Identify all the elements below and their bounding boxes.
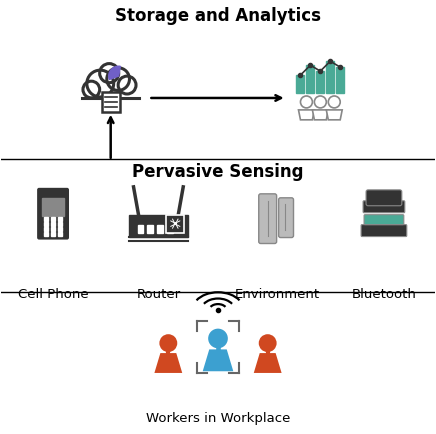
Wedge shape bbox=[109, 66, 120, 79]
Text: Bluetooth: Bluetooth bbox=[351, 289, 416, 302]
Bar bbox=[307, 65, 314, 93]
FancyBboxPatch shape bbox=[38, 189, 68, 239]
Bar bbox=[317, 71, 324, 93]
Bar bbox=[166, 215, 184, 233]
Polygon shape bbox=[154, 353, 182, 373]
Bar bbox=[137, 225, 143, 233]
Text: Cell Phone: Cell Phone bbox=[18, 289, 89, 302]
Text: Environment: Environment bbox=[235, 289, 320, 302]
Circle shape bbox=[107, 68, 129, 90]
Circle shape bbox=[83, 81, 100, 98]
Circle shape bbox=[300, 96, 313, 108]
Text: Router: Router bbox=[136, 289, 181, 302]
Circle shape bbox=[314, 96, 326, 108]
Bar bbox=[296, 75, 304, 93]
Text: Storage and Analytics: Storage and Analytics bbox=[115, 7, 321, 25]
Polygon shape bbox=[326, 110, 342, 120]
Polygon shape bbox=[299, 110, 314, 120]
Polygon shape bbox=[254, 353, 282, 373]
FancyBboxPatch shape bbox=[363, 201, 405, 213]
Circle shape bbox=[314, 96, 326, 108]
Bar bbox=[82, 85, 139, 99]
Circle shape bbox=[100, 64, 119, 82]
Bar bbox=[326, 61, 334, 93]
FancyBboxPatch shape bbox=[361, 225, 407, 237]
Polygon shape bbox=[203, 349, 233, 371]
Circle shape bbox=[87, 70, 114, 97]
FancyBboxPatch shape bbox=[259, 194, 276, 243]
Circle shape bbox=[259, 334, 276, 352]
Text: Pervasive Sensing: Pervasive Sensing bbox=[132, 163, 304, 181]
Circle shape bbox=[328, 96, 340, 108]
FancyBboxPatch shape bbox=[366, 190, 402, 206]
Bar bbox=[129, 215, 188, 237]
Bar bbox=[336, 67, 344, 93]
Text: Workers in Workplace: Workers in Workplace bbox=[146, 412, 290, 424]
Polygon shape bbox=[313, 110, 328, 120]
Circle shape bbox=[300, 96, 313, 108]
FancyBboxPatch shape bbox=[279, 198, 293, 237]
Bar bbox=[42, 198, 64, 216]
Circle shape bbox=[118, 76, 136, 94]
FancyBboxPatch shape bbox=[364, 215, 404, 225]
Circle shape bbox=[208, 329, 228, 349]
Circle shape bbox=[160, 334, 177, 352]
FancyBboxPatch shape bbox=[102, 92, 119, 112]
Bar bbox=[167, 225, 173, 233]
Bar bbox=[147, 225, 153, 233]
Bar bbox=[157, 225, 164, 233]
Circle shape bbox=[328, 96, 340, 108]
